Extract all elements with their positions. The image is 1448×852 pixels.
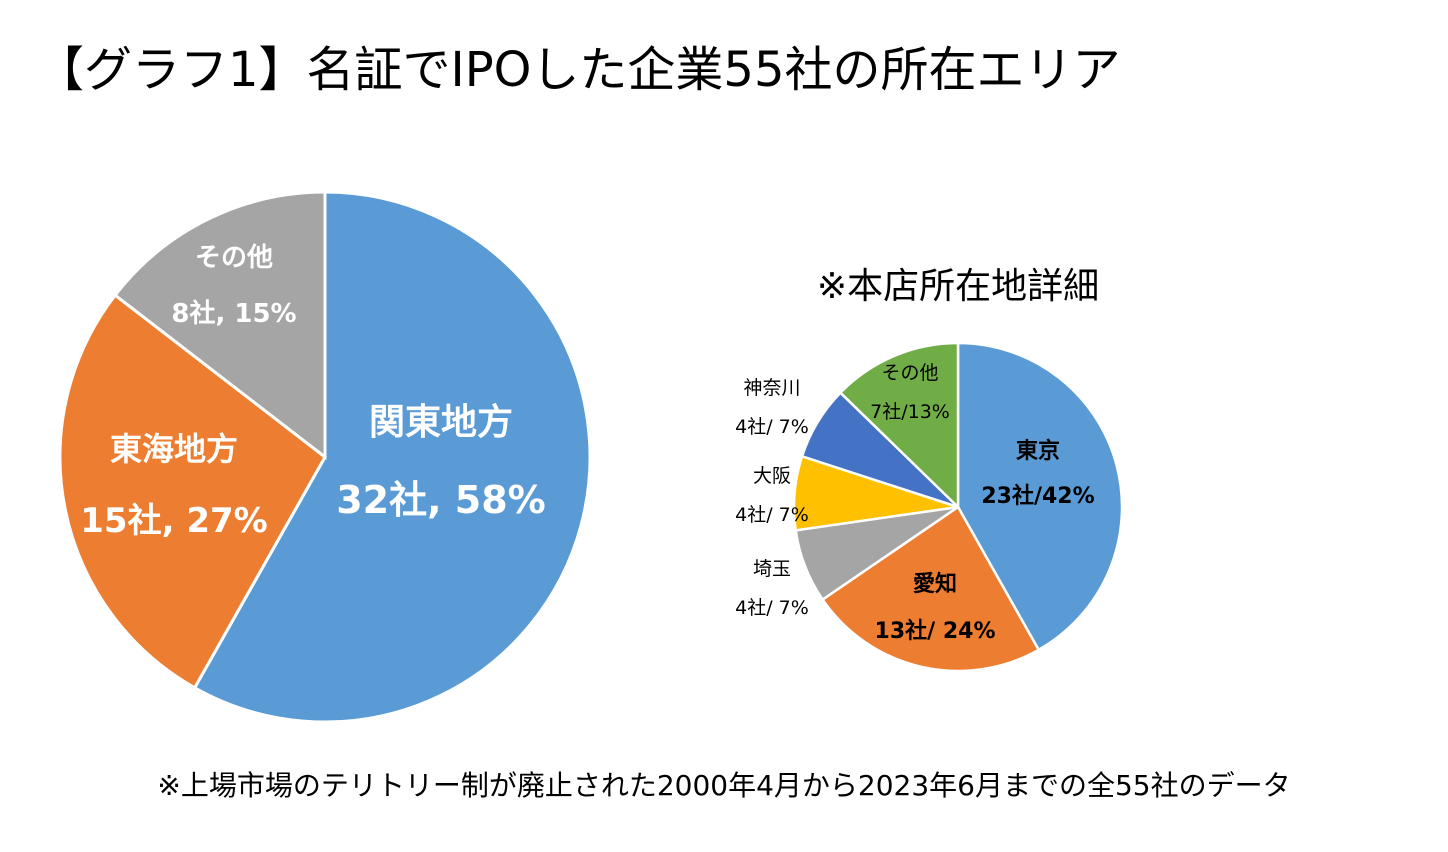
slice-value-label-1-1: 13社/ 24% (875, 618, 996, 644)
slice-value-label-1-3: 4社/ 7% (735, 504, 809, 526)
pie-slice-0-0 (192, 190, 592, 724)
slice-value-label-1-4: 4社/ 7% (735, 416, 809, 438)
slice-name-label-0-0: 関東地方 (369, 402, 513, 443)
pie-slice-0-2 (113, 190, 327, 461)
detail-chart-title: ※本店所在地詳細 (817, 266, 1099, 307)
slice-value-label-0-0: 32社, 58% (336, 478, 546, 522)
pie-slice-0-1 (58, 293, 327, 690)
slice-name-label-1-3: 大阪 (753, 465, 791, 487)
slice-name-label-0-2: その他 (195, 243, 273, 273)
pie-slice-1-1 (820, 505, 1041, 673)
slice-value-label-0-1: 15社, 27% (80, 501, 267, 541)
pie-chart-prefectures: 東京 23社/42% 愛知 13社/ 24% 埼玉 4社/ 7% 大阪 4社/ 7% 神奈川 4社… (735, 341, 1124, 673)
slice-name-label-1-2: 埼玉 (753, 558, 791, 580)
slice-value-label-1-5: 7社/13% (870, 401, 950, 423)
slice-name-label-1-5: その他 (881, 362, 938, 384)
slice-name-label-0-1: 東海地方 (110, 430, 238, 468)
footnote: ※上場市場のテリトリー制が廃止された2000年4月から2023年6月までの全55… (157, 769, 1290, 802)
slice-value-label-0-2: 8社, 15% (171, 298, 296, 329)
pie-slice-1-5 (838, 341, 960, 510)
slice-name-label-1-1: 愛知 (913, 571, 957, 597)
slice-value-label-1-0: 23社/42% (981, 483, 1094, 509)
pie-slice-1-0 (956, 341, 1124, 652)
slice-name-label-1-0: 東京 (1016, 438, 1060, 464)
slice-value-label-1-2: 4社/ 7% (735, 597, 809, 619)
pie-chart-regions: 関東地方 32社, 58% 東海地方 15社, 27% その他 8社, 15% (58, 190, 592, 724)
slice-name-label-1-4: 神奈川 (743, 377, 800, 399)
chart-title: 【グラフ1】名証でIPOした企業55社の所在エリア (36, 42, 1121, 98)
